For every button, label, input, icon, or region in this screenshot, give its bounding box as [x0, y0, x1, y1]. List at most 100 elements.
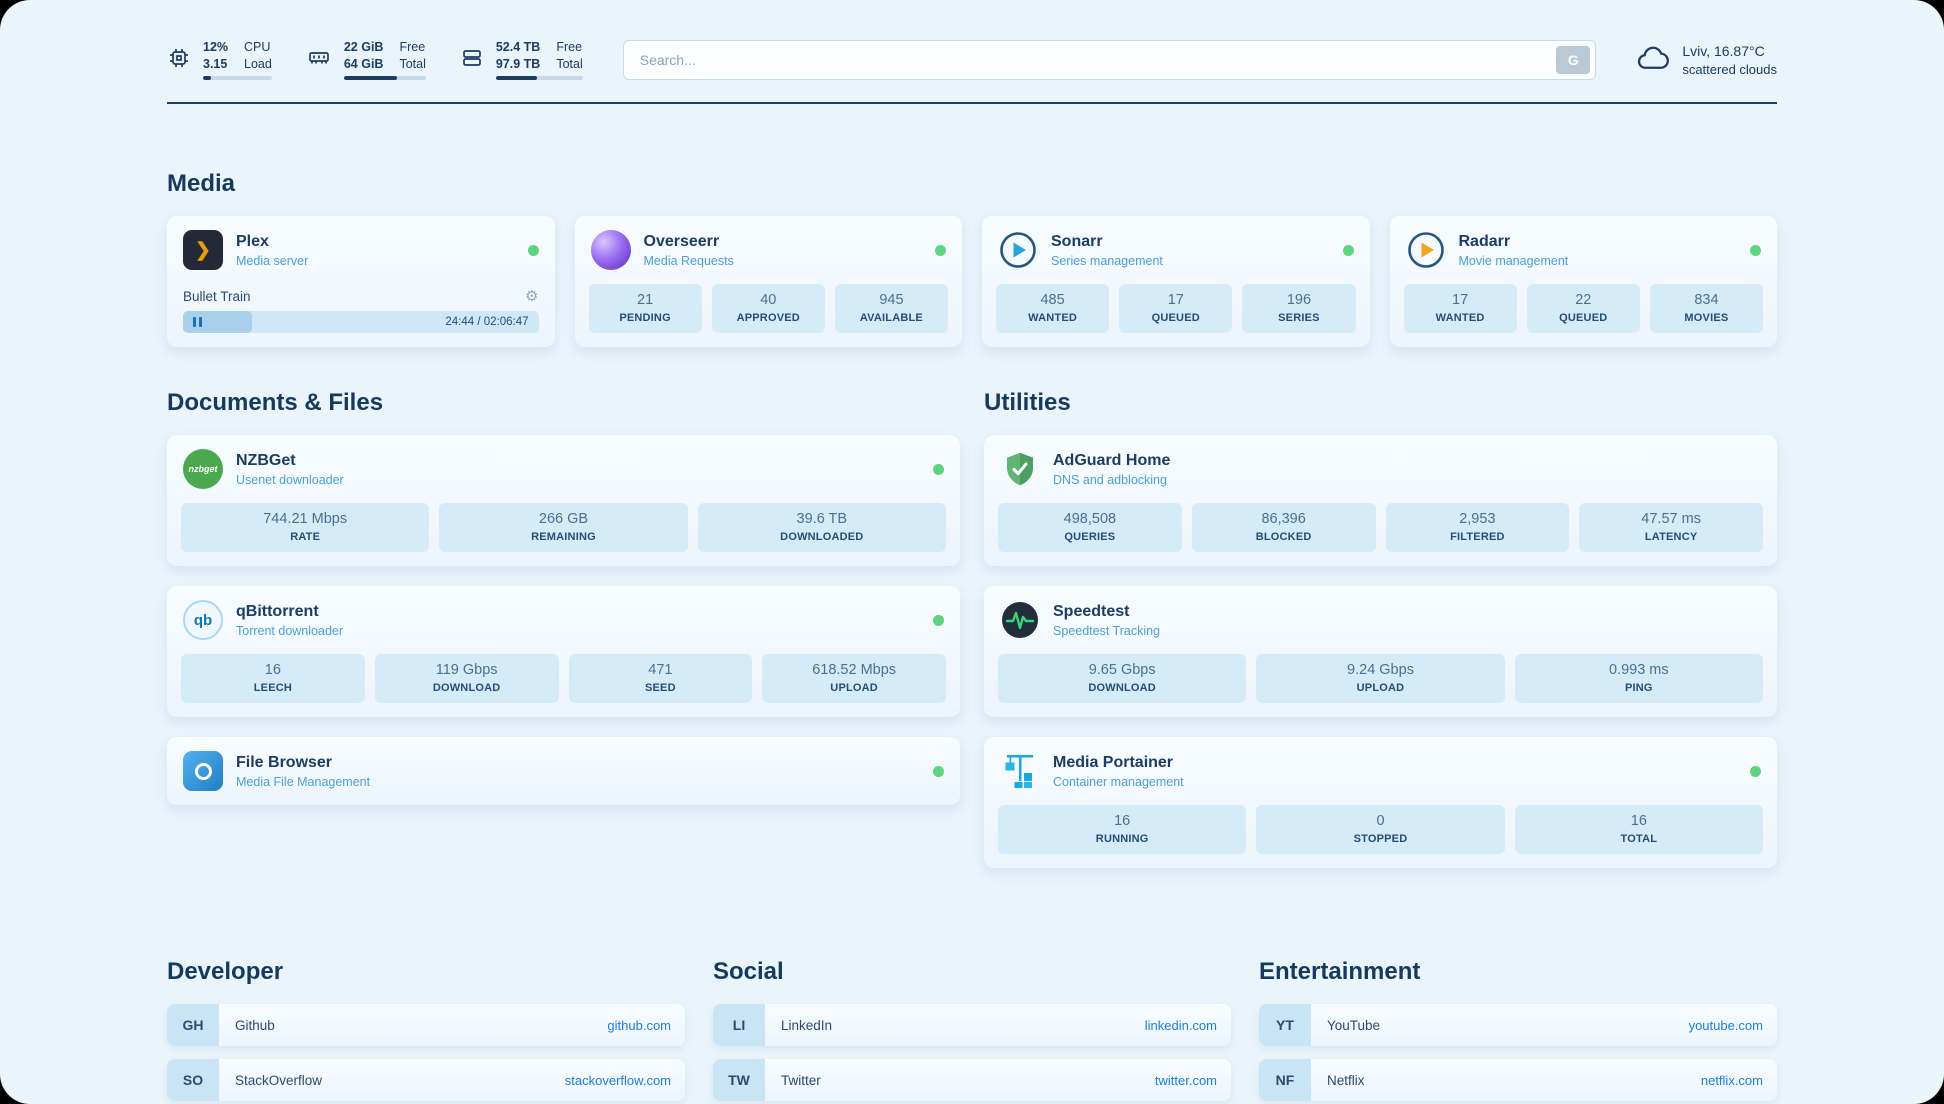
stat-label: WANTED [1028, 312, 1078, 324]
plex-icon: ❯ [183, 230, 223, 270]
app-name: Plex [236, 232, 269, 250]
status-dot [933, 463, 944, 475]
stat-tile: 39.6 TB DOWNLOADED [697, 503, 946, 552]
stat-label: PENDING [619, 312, 671, 324]
app-card-qbittorrent[interactable]: qb qBittorrent Torrent downloader 16 [167, 586, 960, 717]
app-subtitle: Torrent downloader [236, 623, 344, 638]
bookmarks-social: Social LI LinkedIn linkedin.com TW Twitt… [713, 958, 1231, 1101]
search-engine-button[interactable]: G [1556, 46, 1591, 74]
radarr-icon [1406, 230, 1446, 270]
bookmark-linkedin[interactable]: LI LinkedIn linkedin.com [713, 1004, 1231, 1046]
bookmark-abbr: YT [1259, 1004, 1311, 1046]
memory-label-bottom: Total [399, 57, 426, 71]
stat-label: AVAILABLE [859, 312, 923, 324]
bookmark-abbr: LI [713, 1004, 765, 1046]
bookmark-github[interactable]: GH Github github.com [167, 1004, 685, 1046]
stat-tile: 618.52 Mbps UPLOAD [762, 654, 946, 703]
topbar-divider [167, 102, 1777, 104]
stat-tile: 471 SEED [568, 654, 753, 703]
stat-tile: 485 WANTED [996, 284, 1110, 333]
bookmark-url: twitter.com [1154, 1072, 1217, 1088]
stat-label: APPROVED [736, 312, 800, 324]
app-card-plex[interactable]: ❯ Plex Media server Bullet Train ⚙ [167, 216, 555, 347]
stat-value: 485 [1040, 292, 1065, 308]
qbittorrent-icon: qb [183, 600, 223, 640]
documents-section: Documents & Files nzbget NZBGet Usenet d… [167, 389, 960, 805]
now-playing-widget: Bullet Train ⚙ 24:44 / 02:06:47 [167, 289, 555, 347]
cpu-progress-bar [203, 76, 272, 80]
bookmark-twitter[interactable]: TW Twitter twitter.com [713, 1059, 1231, 1101]
cpu-label-top: CPU [244, 40, 271, 54]
app-card-speedtest[interactable]: Speedtest Speedtest Tracking 9.65 Gbps D… [984, 586, 1777, 717]
stat-label: TOTAL [1620, 833, 1658, 845]
app-subtitle: Media server [236, 253, 309, 268]
stat-label: SERIES [1278, 312, 1320, 324]
app-card-portainer[interactable]: Media Portainer Container management 16 … [984, 737, 1777, 868]
stat-tile: 9.24 Gbps UPLOAD [1256, 654, 1505, 703]
gear-icon[interactable]: ⚙ [525, 288, 539, 305]
section-title-developer: Developer [167, 958, 284, 985]
disk-total-value: 97.9 TB [495, 57, 541, 71]
section-title-social: Social [713, 958, 784, 985]
app-card-nzbget[interactable]: nzbget NZBGet Usenet downloader 744.21 M… [167, 435, 960, 566]
disk-label-bottom: Total [556, 57, 583, 71]
bookmark-url: stackoverflow.com [564, 1072, 671, 1088]
app-subtitle: Series management [1051, 253, 1163, 268]
stat-label: WANTED [1435, 312, 1485, 324]
stat-value: 618.52 Mbps [812, 662, 897, 678]
bookmark-youtube[interactable]: YT YouTube youtube.com [1259, 1004, 1777, 1046]
app-name: Overseerr [643, 232, 720, 250]
bookmark-name: Github [235, 1017, 275, 1033]
stat-label: FILTERED [1450, 531, 1505, 543]
stat-value: 744.21 Mbps [263, 511, 348, 527]
status-dot [935, 244, 946, 256]
stat-tile: 16 LEECH [181, 654, 365, 703]
stat-value: 86,396 [1261, 511, 1306, 527]
cpu-label-bottom: Load [244, 57, 272, 71]
sonarr-icon [998, 230, 1038, 270]
stat-label: QUERIES [1064, 531, 1116, 543]
app-card-sonarr[interactable]: Sonarr Series management 485 WANTED 17 Q… [982, 216, 1370, 347]
bookmarks-developer: Developer GH Github github.com SO StackO… [167, 958, 685, 1104]
app-card-overseerr[interactable]: Overseerr Media Requests 21 PENDING 40 A… [574, 216, 962, 347]
stat-value: 266 GB [538, 511, 589, 527]
pause-icon[interactable] [193, 317, 202, 327]
cloud-icon [1636, 44, 1670, 77]
app-card-adguard[interactable]: AdGuard Home DNS and adblocking 498,508 … [984, 435, 1777, 566]
stat-value: 196 [1286, 292, 1312, 308]
app-name: Radarr [1458, 232, 1511, 250]
weather-location: Lviv, 16.87°C [1682, 43, 1765, 59]
status-dot [933, 614, 944, 626]
app-name: qBittorrent [236, 602, 319, 620]
stat-tile: 17 QUEUED [1119, 284, 1233, 333]
app-subtitle: Speedtest Tracking [1053, 623, 1161, 638]
cpu-icon [167, 46, 191, 75]
app-subtitle: Container management [1053, 774, 1184, 789]
stat-label: UPLOAD [830, 682, 878, 694]
overseerr-icon [590, 230, 631, 270]
bookmark-netflix[interactable]: NF Netflix netflix.com [1259, 1059, 1777, 1101]
bookmark-stackoverflow[interactable]: SO StackOverflow stackoverflow.com [167, 1059, 685, 1101]
stat-value: 0 [1376, 813, 1385, 829]
app-subtitle: Usenet downloader [236, 472, 344, 487]
app-card-radarr[interactable]: Radarr Movie management 17 WANTED 22 QUE… [1389, 216, 1777, 347]
disk-free-value: 52.4 TB [495, 40, 541, 54]
stat-tile: 0.993 ms PING [1514, 654, 1763, 703]
section-title-documents: Documents & Files [167, 389, 384, 416]
bookmark-name: Netflix [1327, 1072, 1365, 1088]
stat-label: DOWNLOAD [1088, 682, 1156, 694]
search-input[interactable] [622, 40, 1597, 80]
stat-label: LATENCY [1644, 531, 1698, 543]
bookmark-url: linkedin.com [1144, 1017, 1217, 1033]
stat-value: 0.993 ms [1608, 662, 1669, 678]
app-name: NZBGet [236, 451, 296, 469]
stat-value: 119 Gbps [435, 662, 498, 678]
stat-tile: 119 Gbps DOWNLOAD [374, 654, 559, 703]
stat-tile: 744.21 Mbps RATE [181, 503, 430, 552]
stat-tile: 16 RUNNING [998, 805, 1247, 854]
bookmarks-entertainment: Entertainment YT YouTube youtube.com NF … [1259, 958, 1777, 1104]
stat-tile: 9.65 Gbps DOWNLOAD [998, 654, 1247, 703]
app-card-filebrowser[interactable]: File Browser Media File Management [167, 737, 960, 805]
status-dot [1750, 244, 1761, 256]
stat-label: STOPPED [1353, 833, 1408, 845]
